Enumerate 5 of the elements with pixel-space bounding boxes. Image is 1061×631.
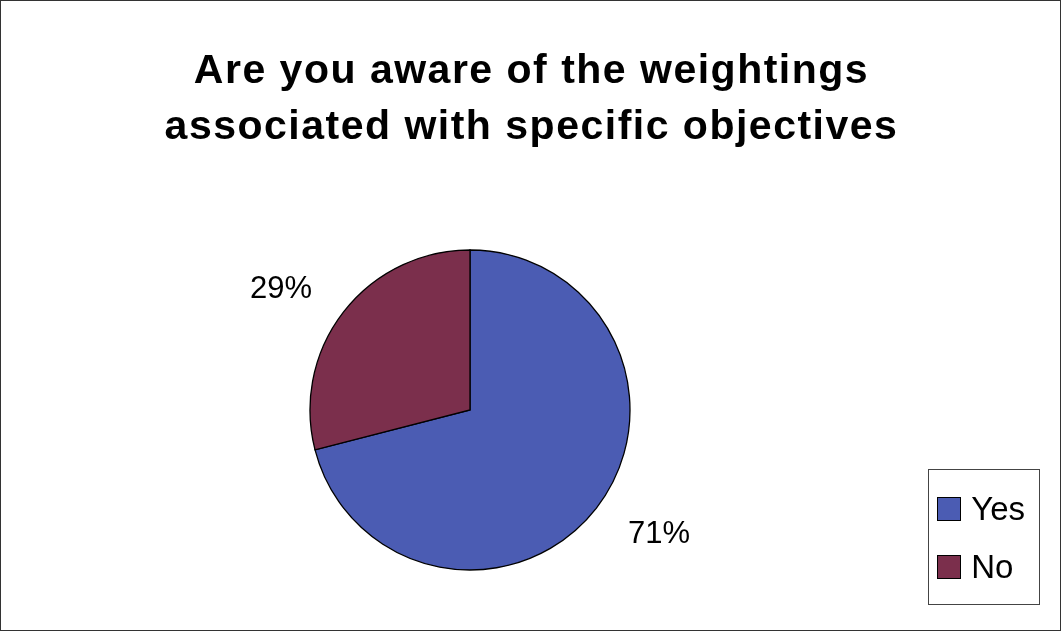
legend-label: No — [971, 548, 1014, 586]
data-label: 71% — [628, 515, 691, 551]
data-label: 29% — [249, 269, 312, 305]
legend-label: Yes — [971, 490, 1025, 528]
chart-title: Are you aware of the weightings associated with specific objectives — [163, 45, 900, 150]
